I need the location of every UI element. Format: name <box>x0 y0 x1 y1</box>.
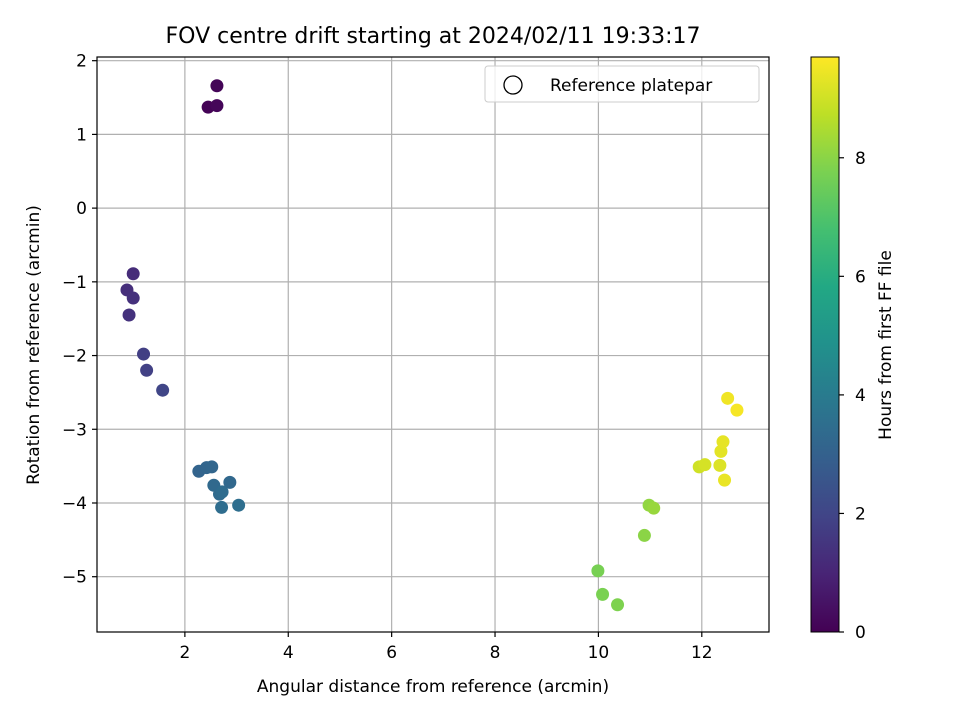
scatter-point <box>126 291 140 305</box>
colorbar-tick-label: 2 <box>855 504 866 524</box>
scatter-point <box>215 500 229 514</box>
y-tick-label: −4 <box>62 494 87 514</box>
scatter-point <box>232 498 246 512</box>
scatter-point <box>205 460 219 474</box>
scatter-point <box>647 501 661 515</box>
scatter-point <box>140 363 154 377</box>
scatter-point <box>713 458 727 472</box>
x-axis-ticks: 2 4 6 8 10 12 <box>179 632 713 663</box>
legend: Reference platepar <box>484 65 760 103</box>
x-tick-label: 12 <box>691 643 713 663</box>
y-tick-label: −2 <box>62 347 87 367</box>
chart-title: FOV centre drift starting at 2024/02/11 … <box>166 24 701 49</box>
x-axis-label: Angular distance from reference (arcmin) <box>257 677 609 697</box>
grid-lines <box>97 57 769 632</box>
y-tick-label: −5 <box>62 568 87 588</box>
colorbar-tick-label: 6 <box>855 267 866 287</box>
scatter-point <box>223 475 237 489</box>
scatter-point <box>122 308 136 322</box>
scatter-point <box>637 528 651 542</box>
scatter-point <box>215 485 229 499</box>
colorbar <box>810 56 840 633</box>
scatter-point <box>596 587 610 601</box>
data-points <box>120 79 744 612</box>
scatter-point <box>210 79 224 93</box>
x-tick-label: 4 <box>283 643 294 663</box>
legend-marker <box>503 75 523 95</box>
scatter-point <box>721 391 735 405</box>
scatter-point <box>611 598 625 612</box>
colorbar-tick-label: 8 <box>855 149 866 169</box>
scatter-point <box>137 347 151 361</box>
y-axis-ticks: −5 −4 −3 −2 −1 0 1 2 <box>62 52 97 588</box>
x-tick-label: 10 <box>588 643 610 663</box>
scatter-point <box>698 458 712 472</box>
legend-entry: Reference platepar <box>550 76 712 96</box>
scatter-point <box>126 267 140 281</box>
scatter-point <box>718 473 732 487</box>
x-tick-label: 8 <box>490 643 501 663</box>
y-tick-label: −1 <box>62 273 87 293</box>
scatter-point <box>716 435 730 449</box>
scatter-point <box>156 383 170 397</box>
scatter-point <box>210 99 224 113</box>
colorbar-tick-label: 4 <box>855 386 866 406</box>
y-tick-label: 1 <box>76 125 87 145</box>
legend-box <box>484 65 760 103</box>
y-tick-label: 0 <box>76 199 87 219</box>
scatter-point <box>730 403 744 417</box>
y-tick-label: −3 <box>62 420 87 440</box>
y-axis-label: Rotation from reference (arcmin) <box>24 205 44 485</box>
colorbar-ticks: 0 2 4 6 8 <box>839 149 866 643</box>
x-tick-label: 6 <box>386 643 397 663</box>
scatter-point <box>591 564 605 578</box>
y-tick-label: 2 <box>76 52 87 72</box>
x-tick-label: 2 <box>179 643 190 663</box>
colorbar-label: Hours from first FF file <box>876 250 896 440</box>
colorbar-tick-label: 0 <box>855 623 866 643</box>
plot-frame <box>96 56 770 633</box>
